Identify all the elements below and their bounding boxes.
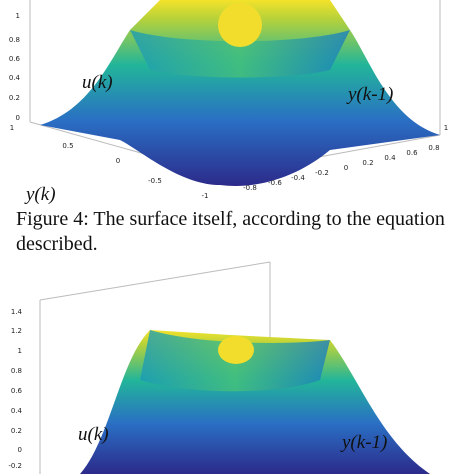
axis-label: u(k) (82, 72, 113, 93)
z-tick-label: -0.2 (8, 462, 22, 470)
z-tick-label: 1 (18, 347, 22, 355)
z-tick-label: 0 (16, 114, 20, 122)
x-tick-label: -1 (202, 192, 209, 200)
x-tick-label: -0.5 (148, 177, 162, 185)
surface-ridge (130, 30, 350, 78)
figure-top (29, 0, 441, 186)
caption: described. (16, 233, 98, 255)
surface-peak (218, 336, 254, 364)
y-tick-label: -0.2 (315, 169, 329, 177)
axis-label: y(k) (24, 184, 56, 205)
y-tick-label: 0.6 (406, 149, 418, 157)
axis-label: u(k) (78, 424, 109, 445)
z-tick-label: 0.2 (11, 427, 22, 435)
axis-label: y(k-1) (340, 432, 387, 453)
z-tick-label: 0.2 (9, 94, 20, 102)
y-tick-label: -0.8 (243, 184, 257, 192)
z-tick-label: 0.8 (9, 36, 20, 44)
surface-peak (218, 3, 262, 47)
z-tick-label: 1.2 (11, 327, 22, 335)
figure-bottom (39, 261, 430, 474)
y-tick-label: -0.4 (291, 174, 305, 182)
z-tick-label: 0.4 (11, 407, 23, 415)
z-tick-label: 1 (16, 12, 20, 20)
y-tick-label: 1 (444, 124, 448, 132)
y-tick-label: 0 (344, 164, 348, 172)
y-tick-label: 0.2 (362, 159, 373, 167)
axis-box (39, 261, 271, 301)
x-tick-label: 1 (10, 124, 14, 132)
y-tick-label: 0.8 (428, 144, 439, 152)
y-tick-label: -0.6 (268, 179, 282, 187)
x-tick-label: 0 (116, 157, 120, 165)
z-tick-label: 0 (18, 446, 22, 454)
axis-label: y(k-1) (346, 84, 393, 105)
z-tick-label: 0.4 (9, 74, 21, 82)
x-tick-label: 0.5 (62, 142, 73, 150)
z-tick-label: 0.8 (11, 367, 22, 375)
z-tick-label: 0.6 (11, 387, 23, 395)
y-tick-label: 0.4 (384, 154, 396, 162)
caption: Figure 4: The surface itself, according … (16, 208, 445, 230)
z-tick-label: 0.6 (9, 55, 21, 63)
z-tick-label: 1.4 (11, 308, 23, 316)
